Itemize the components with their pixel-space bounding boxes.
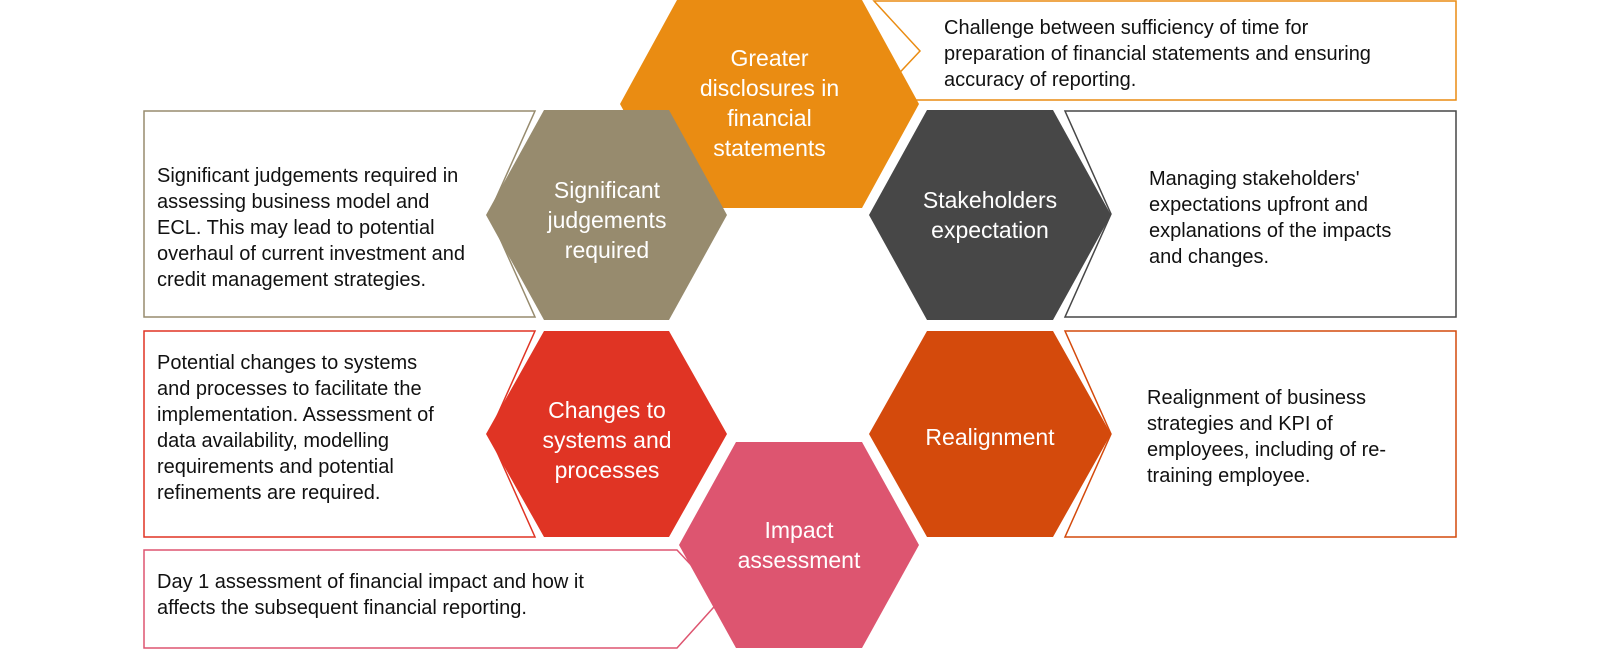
hexagon-label-significant-judgements: Significant judgements required (547, 177, 667, 263)
callout-text-greater-disclosures: Challenge between sufficiency of time fo… (944, 17, 1371, 91)
callout-box-greater-disclosures (872, 0, 1457, 101)
callout-text-impact-assessment: Day 1 assessment of financial impact and… (157, 571, 584, 619)
callout-box-changes-to-systems (143, 330, 537, 538)
hexagon-label-stakeholders-expectation: Stakeholders expectation (922, 187, 1058, 243)
hexagon-significant-judgements (486, 110, 727, 320)
callout-box-realignment (1063, 330, 1457, 538)
hexagon-realignment (869, 331, 1111, 537)
callout-box-impact-assessment (143, 549, 724, 649)
callout-text-changes-to-systems: Potential changes to systems and process… (157, 352, 434, 504)
callout-text-significant-judgements: Significant judgements required in asses… (157, 165, 465, 291)
callout-box-stakeholders-expectation (1063, 110, 1457, 318)
callout-text-stakeholders-expectation: Managing stakeholders' expectations upfr… (1149, 168, 1392, 268)
hexagon-greater-disclosures (620, 0, 919, 208)
hexagon-changes-to-systems (486, 331, 727, 537)
callout-text-realignment: Realignment of business strategies and K… (1147, 387, 1387, 487)
hexagon-label-realignment: Realignment (925, 424, 1055, 450)
hexagon-label-impact-assessment: Impact assessment (737, 517, 861, 573)
hexagon-impact-assessment (679, 442, 919, 648)
callout-box-significant-judgements (143, 110, 537, 318)
hexagon-stakeholders-expectation (869, 110, 1111, 320)
hexagon-label-changes-to-systems: Changes to systems and processes (542, 397, 672, 483)
hexagon-label-greater-disclosures: Greater disclosures in financial stateme… (699, 45, 840, 161)
